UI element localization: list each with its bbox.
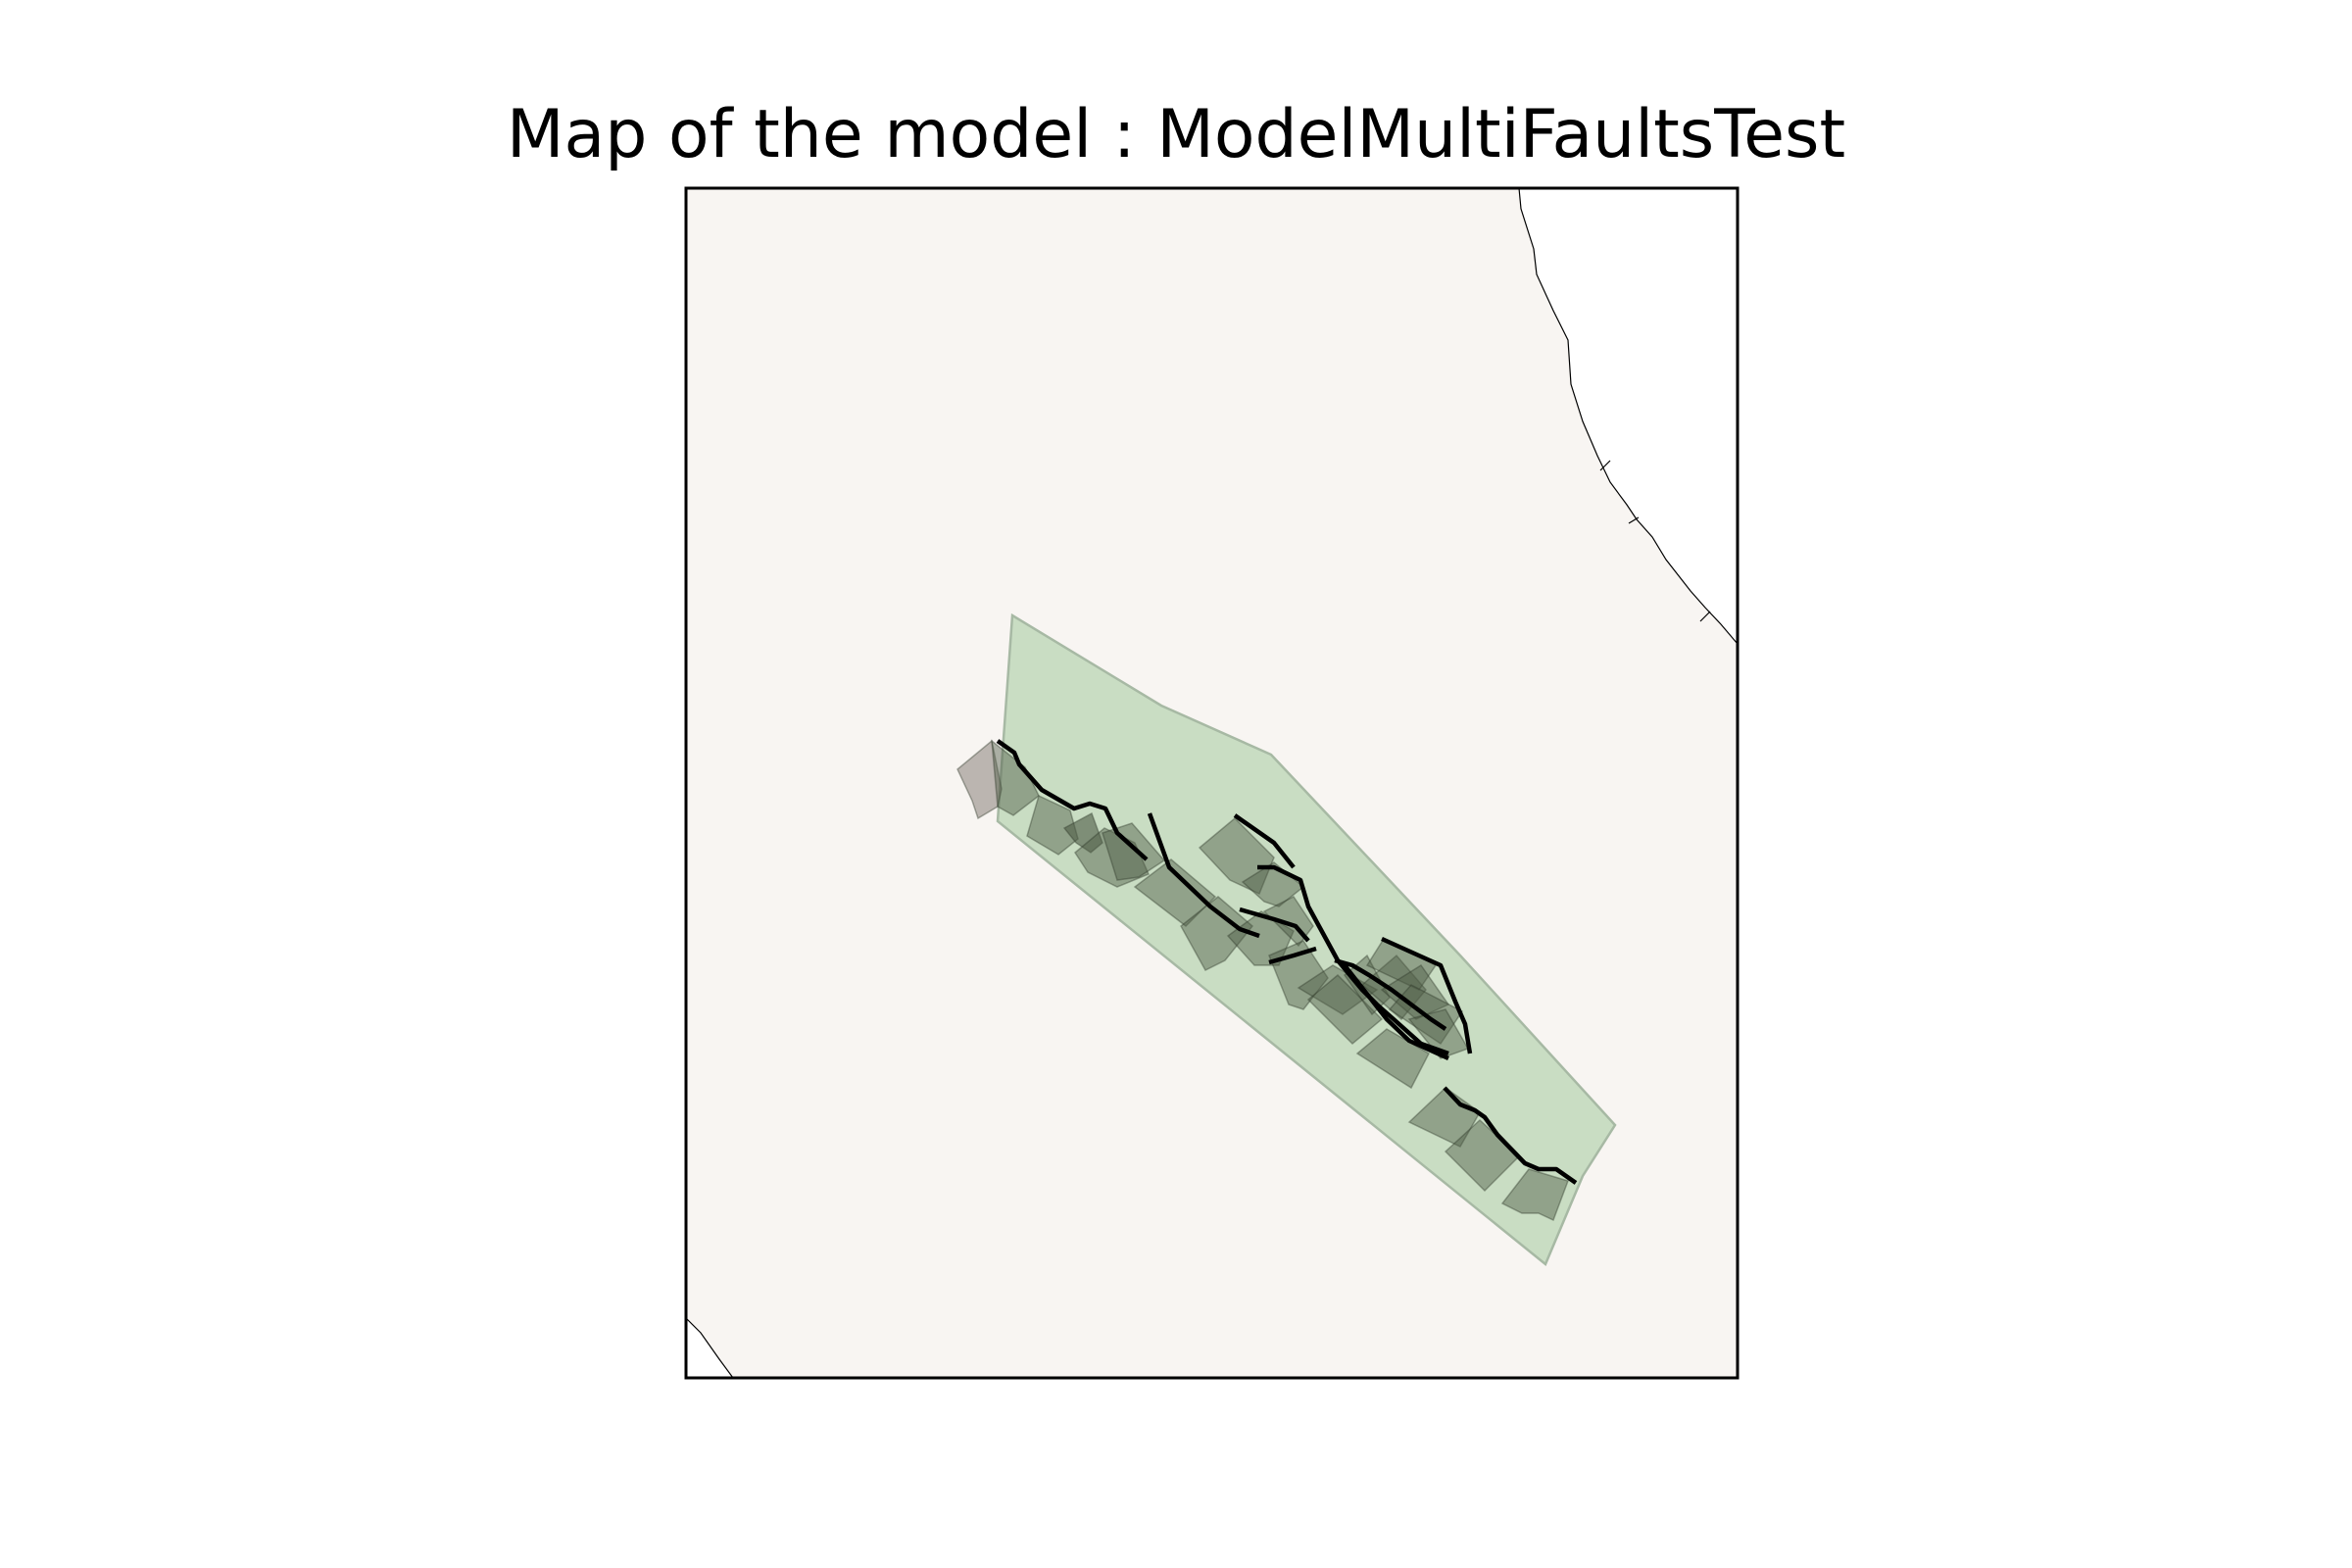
- fault-trace: [996, 739, 1149, 861]
- map-frame: [684, 186, 1740, 1380]
- fault-plane: [1380, 963, 1450, 1020]
- coastline-spur: [1699, 611, 1711, 622]
- fault-trace: [1147, 812, 1260, 939]
- map-title: Map of the model : ModelMultiFaultsTest: [506, 96, 1846, 173]
- coastline: [1518, 188, 1738, 645]
- fault-trace: [1233, 813, 1296, 869]
- coastline: [686, 1317, 734, 1378]
- fault-plane: [1306, 973, 1384, 1046]
- fault-plane: [1198, 816, 1275, 896]
- fault-trace: [1343, 963, 1449, 1061]
- fault-trace: [1381, 936, 1473, 1054]
- fault-plane: [1343, 954, 1391, 1016]
- fault-trace: [1239, 906, 1310, 943]
- coastline-spur: [1599, 460, 1611, 471]
- coastline-spur: [1628, 516, 1640, 524]
- fault-plane: [1102, 822, 1166, 881]
- map-axes: [686, 188, 1738, 1378]
- fault-plane: [1500, 1168, 1569, 1222]
- fault-plane: [1297, 964, 1379, 1015]
- fault-plane: [1062, 811, 1103, 854]
- fault-plane: [956, 739, 1003, 820]
- fault-trace: [1443, 1086, 1578, 1185]
- fault-plane: [1026, 794, 1079, 856]
- fault-trace: [1334, 957, 1447, 1031]
- fault-trace: [1268, 946, 1317, 965]
- fault-traces: [996, 739, 1578, 1185]
- fault-plane: [1180, 896, 1254, 971]
- sea-area: [1519, 188, 1738, 644]
- sea-area: [686, 1318, 733, 1378]
- fault-plane: [1133, 858, 1217, 927]
